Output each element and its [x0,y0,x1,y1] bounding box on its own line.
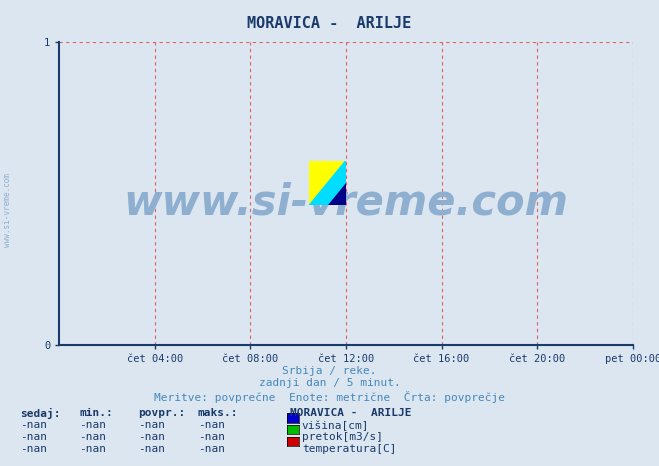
Text: min.:: min.: [79,408,113,418]
Text: -nan: -nan [20,420,47,430]
Text: -nan: -nan [20,444,47,453]
Text: sedaj:: sedaj: [20,408,60,419]
Text: Srbija / reke.: Srbija / reke. [282,366,377,376]
Text: pretok[m3/s]: pretok[m3/s] [302,432,383,442]
Text: Meritve: povprečne  Enote: metrične  Črta: povprečje: Meritve: povprečne Enote: metrične Črta:… [154,391,505,403]
Text: -nan: -nan [198,420,225,430]
Text: -nan: -nan [20,432,47,442]
Polygon shape [310,161,345,205]
Text: -nan: -nan [138,420,165,430]
Text: MORAVICA -  ARILJE: MORAVICA - ARILJE [290,408,411,418]
Text: MORAVICA -  ARILJE: MORAVICA - ARILJE [247,16,412,31]
Text: zadnji dan / 5 minut.: zadnji dan / 5 minut. [258,378,401,388]
Text: višina[cm]: višina[cm] [302,420,369,431]
Polygon shape [310,161,345,205]
Text: temperatura[C]: temperatura[C] [302,444,396,453]
Text: maks.:: maks.: [198,408,238,418]
Polygon shape [328,183,345,205]
Text: -nan: -nan [138,432,165,442]
Text: povpr.:: povpr.: [138,408,186,418]
Text: -nan: -nan [79,420,106,430]
Text: -nan: -nan [198,432,225,442]
Text: www.si-vreme.com: www.si-vreme.com [123,181,569,224]
Text: -nan: -nan [79,444,106,453]
Text: -nan: -nan [79,432,106,442]
Text: www.si-vreme.com: www.si-vreme.com [3,173,13,247]
Text: -nan: -nan [138,444,165,453]
Text: -nan: -nan [198,444,225,453]
